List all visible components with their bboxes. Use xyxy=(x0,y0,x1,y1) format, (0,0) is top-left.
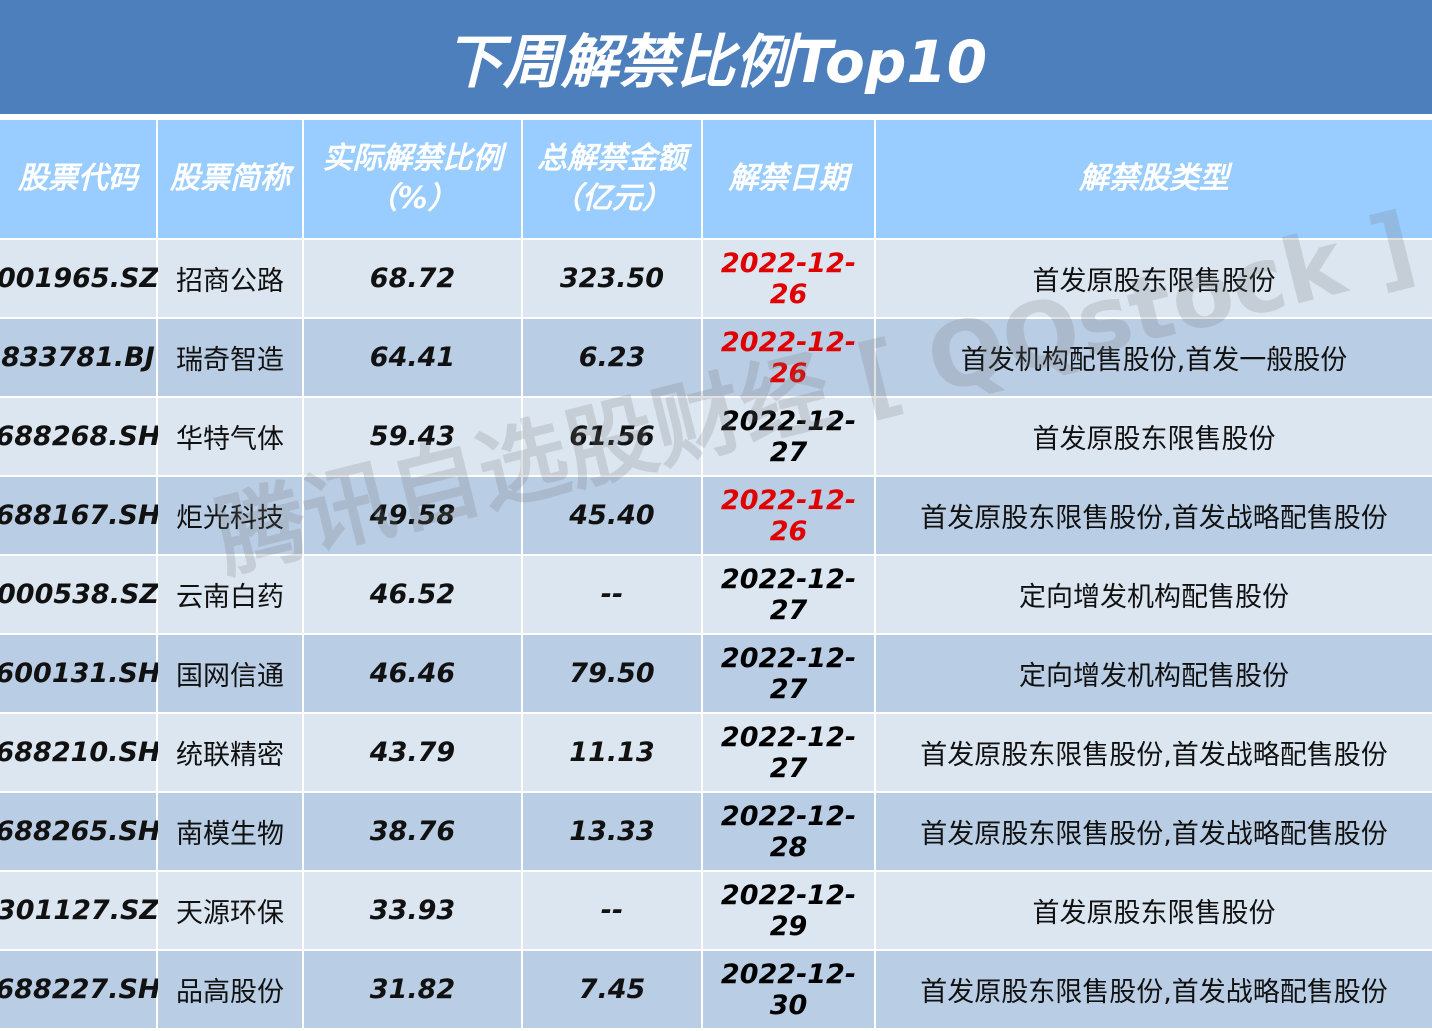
cell-code: 688265.SH xyxy=(0,793,161,872)
cell-type: 首发原股东限售股份 xyxy=(876,872,1432,951)
header-cell: 实际解禁比例 （%） xyxy=(304,120,523,240)
cell-name: 统联精密 xyxy=(158,714,304,793)
cell-date: 2022-12-28 xyxy=(703,793,876,872)
cell-ratio: 33.93 xyxy=(304,872,523,951)
table-row: 301127.SZ 天源环保 33.93 -- 2022-12-29 首发原股东限售股份 xyxy=(0,872,1432,951)
cell-type: 首发原股东限售股份,首发战略配售股份 xyxy=(876,477,1432,556)
cell-amount: 79.50 xyxy=(523,635,703,714)
cell-ratio: 68.72 xyxy=(304,240,523,319)
cell-amount: 13.33 xyxy=(523,793,703,872)
cell-ratio: 31.82 xyxy=(304,951,523,1030)
cell-ratio: 46.46 xyxy=(304,635,523,714)
cell-type: 首发原股东限售股份 xyxy=(876,398,1432,477)
cell-ratio: 49.58 xyxy=(304,477,523,556)
title: 下周解禁比例Top10 xyxy=(444,28,988,96)
table-row: 001965.SZ 招商公路 68.72 323.50 2022-12-26 首发原股东限… xyxy=(0,240,1432,319)
cell-amount: 61.56 xyxy=(523,398,703,477)
header-cell: 股票简称 xyxy=(158,120,304,240)
cell-name: 炬光科技 xyxy=(158,477,304,556)
table-row: 688167.SH 炬光科技 49.58 45.40 2022-12-26 首发原股东限售… xyxy=(0,477,1432,556)
cell-code: 600131.SH xyxy=(0,635,161,714)
table-row: 688227.SH 品高股份 31.82 7.45 2022-12-30 首发原股东限售股… xyxy=(0,951,1432,1030)
cell-date: 2022-12-27 xyxy=(703,714,876,793)
cell-name: 国网信通 xyxy=(158,635,304,714)
cell-code: 688210.SH xyxy=(0,714,161,793)
cell-code: 688167.SH xyxy=(0,477,161,556)
cell-name: 瑞奇智造 xyxy=(158,319,304,398)
table-row: 000538.SZ 云南白药 46.52 -- 2022-12-27 定向增发机构配售股份 xyxy=(0,556,1432,635)
cell-ratio: 43.79 xyxy=(304,714,523,793)
cell-amount: 11.13 xyxy=(523,714,703,793)
cell-ratio: 46.52 xyxy=(304,556,523,635)
cell-name: 天源环保 xyxy=(158,872,304,951)
cell-code: 688227.SH xyxy=(0,951,161,1030)
cell-amount: 45.40 xyxy=(523,477,703,556)
header-row: 股票代码 股票简称 实际解禁比例 （%） 总解禁金额 （亿元） 解禁日期 解禁股类型 xyxy=(0,120,1432,240)
cell-type: 首发机构配售股份,首发一般股份 xyxy=(876,319,1432,398)
cell-ratio: 64.41 xyxy=(304,319,523,398)
cell-ratio: 38.76 xyxy=(304,793,523,872)
cell-amount: 7.45 xyxy=(523,951,703,1030)
header-cell: 解禁股类型 xyxy=(876,120,1432,240)
cell-code: 833781.BJ xyxy=(0,319,158,398)
cell-date: 2022-12-27 xyxy=(703,635,876,714)
cell-name: 招商公路 xyxy=(158,240,304,319)
cell-name: 品高股份 xyxy=(158,951,304,1030)
cell-date: 2022-12-26 xyxy=(703,477,876,556)
cell-code: 001965.SZ xyxy=(0,240,159,319)
cell-amount: -- xyxy=(523,872,703,951)
cell-code: 688268.SH xyxy=(0,398,161,477)
header-cell: 解禁日期 xyxy=(703,120,876,240)
cell-type: 首发原股东限售股份 xyxy=(876,240,1432,319)
cell-date: 2022-12-30 xyxy=(703,951,876,1030)
table-row: 688210.SH 统联精密 43.79 11.13 2022-12-27 首发原股东限售… xyxy=(0,714,1432,793)
title-bar: 下周解禁比例Top10 xyxy=(0,0,1432,118)
cell-type: 首发原股东限售股份,首发战略配售股份 xyxy=(876,793,1432,872)
table: 股票代码 股票简称 实际解禁比例 （%） 总解禁金额 （亿元） 解禁日期 解禁股类型 001… xyxy=(0,120,1432,1030)
cell-code: 000538.SZ xyxy=(0,556,159,635)
table-row: 833781.BJ 瑞奇智造 64.41 6.23 2022-12-26 首发机构配售股份… xyxy=(0,319,1432,398)
cell-date: 2022-12-26 xyxy=(703,319,876,398)
cell-date: 2022-12-29 xyxy=(703,872,876,951)
header-cell: 股票代码 xyxy=(0,120,158,240)
cell-date: 2022-12-26 xyxy=(703,240,876,319)
cell-type: 定向增发机构配售股份 xyxy=(876,635,1432,714)
cell-type: 首发原股东限售股份,首发战略配售股份 xyxy=(876,714,1432,793)
cell-amount: 6.23 xyxy=(523,319,703,398)
cell-amount: -- xyxy=(523,556,703,635)
cell-date: 2022-12-27 xyxy=(703,398,876,477)
cell-date: 2022-12-27 xyxy=(703,556,876,635)
cell-name: 云南白药 xyxy=(158,556,304,635)
table-row: 688265.SH 南模生物 38.76 13.33 2022-12-28 首发原股东限售… xyxy=(0,793,1432,872)
cell-name: 华特气体 xyxy=(158,398,304,477)
cell-amount: 323.50 xyxy=(523,240,703,319)
cell-ratio: 59.43 xyxy=(304,398,523,477)
cell-name: 南模生物 xyxy=(158,793,304,872)
cell-type: 首发原股东限售股份,首发战略配售股份 xyxy=(876,951,1432,1030)
cell-type: 定向增发机构配售股份 xyxy=(876,556,1432,635)
cell-code: 301127.SZ xyxy=(0,872,159,951)
header-cell: 总解禁金额 （亿元） xyxy=(523,120,703,240)
table-row: 688268.SH 华特气体 59.43 61.56 2022-12-27 首发原股东限售… xyxy=(0,398,1432,477)
table-row: 600131.SH 国网信通 46.46 79.50 2022-12-27 定向增发机构配… xyxy=(0,635,1432,714)
